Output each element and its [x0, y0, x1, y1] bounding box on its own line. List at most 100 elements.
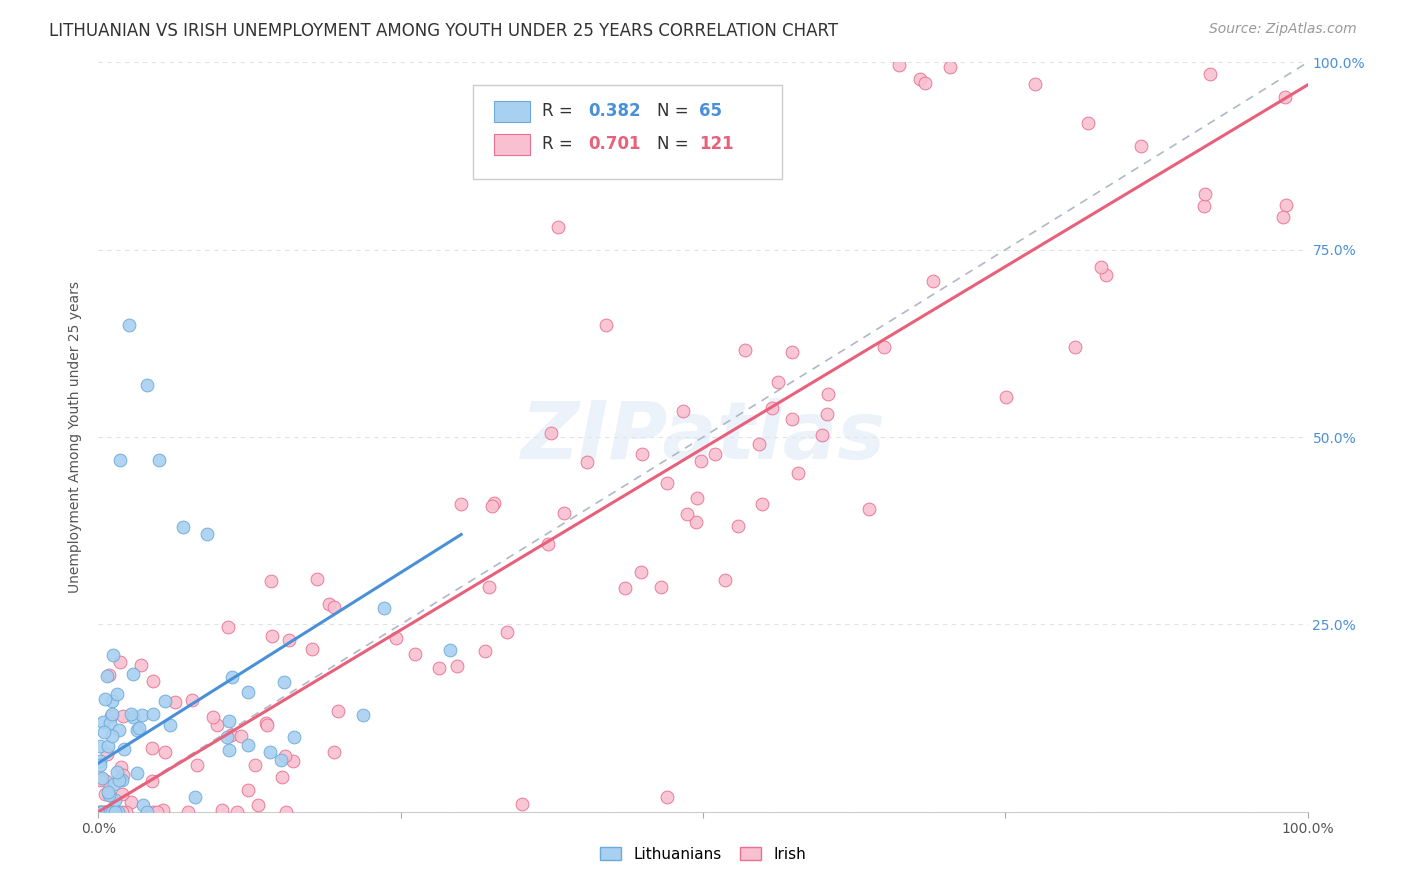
Point: [177, 805, 200, 819]
Point: [672, 403, 695, 417]
Point: [91, 771, 114, 785]
Point: [108, 773, 131, 788]
Point: [97, 785, 120, 799]
Point: [484, 496, 506, 510]
Point: [1130, 139, 1153, 153]
Point: [510, 797, 533, 812]
Point: [236, 739, 259, 753]
Point: [94, 805, 117, 819]
Point: [301, 642, 323, 657]
Point: [273, 675, 295, 690]
Point: [111, 772, 134, 787]
Point: [97, 805, 120, 819]
Point: [474, 644, 496, 658]
Point: [98, 788, 121, 802]
FancyBboxPatch shape: [494, 101, 530, 121]
Point: [322, 600, 344, 615]
Point: [93, 725, 115, 739]
Point: [631, 447, 654, 461]
Point: [540, 425, 562, 440]
Point: [221, 670, 243, 684]
Point: [155, 745, 177, 759]
Point: [817, 386, 839, 401]
Point: [148, 452, 170, 467]
Point: [887, 58, 910, 72]
Point: [127, 723, 149, 737]
Point: [142, 673, 165, 688]
Point: [101, 805, 124, 819]
Point: [89, 772, 111, 786]
Point: [686, 491, 709, 506]
Point: [254, 715, 277, 730]
Point: [439, 642, 461, 657]
Point: [274, 805, 297, 819]
Point: [676, 508, 699, 522]
Point: [108, 805, 131, 819]
Point: [94, 692, 117, 706]
Point: [323, 745, 346, 759]
Point: [1272, 210, 1295, 224]
Point: [751, 497, 773, 511]
Point: [205, 717, 228, 731]
Point: [231, 729, 253, 743]
Point: [914, 76, 936, 90]
Point: [1275, 198, 1298, 212]
Point: [128, 721, 150, 735]
Point: [553, 506, 575, 520]
Point: [446, 659, 468, 673]
Point: [97, 739, 120, 753]
Point: [218, 743, 240, 757]
Point: [93, 715, 115, 730]
Point: [103, 776, 125, 790]
Point: [1194, 187, 1216, 202]
Point: [104, 793, 127, 807]
Point: [91, 805, 114, 819]
Point: [152, 803, 174, 817]
Point: [159, 718, 181, 732]
Point: [748, 437, 770, 451]
Point: [734, 343, 756, 357]
Text: ZIPatlas: ZIPatlas: [520, 398, 886, 476]
FancyBboxPatch shape: [474, 85, 782, 178]
Text: Source: ZipAtlas.com: Source: ZipAtlas.com: [1209, 22, 1357, 37]
Point: [122, 709, 145, 723]
Point: [112, 741, 135, 756]
Point: [184, 789, 207, 804]
Point: [120, 795, 142, 809]
Point: [129, 658, 152, 673]
Point: [107, 805, 129, 819]
Point: [110, 805, 132, 819]
Point: [305, 572, 328, 586]
Text: N =: N =: [657, 103, 695, 120]
Text: LITHUANIAN VS IRISH UNEMPLOYMENT AMONG YOUTH UNDER 25 YEARS CORRELATION CHART: LITHUANIAN VS IRISH UNEMPLOYMENT AMONG Y…: [49, 22, 838, 40]
Point: [110, 760, 132, 774]
Point: [761, 401, 783, 416]
Point: [939, 60, 962, 74]
Point: [595, 318, 617, 332]
Text: 0.701: 0.701: [588, 135, 641, 153]
Point: [780, 412, 803, 426]
Point: [108, 452, 131, 467]
Point: [427, 661, 450, 675]
Text: 121: 121: [699, 135, 734, 153]
Point: [278, 632, 301, 647]
Point: [787, 466, 810, 480]
Point: [450, 497, 472, 511]
Point: [655, 789, 678, 804]
Point: [118, 318, 141, 332]
Point: [657, 475, 679, 490]
Point: [103, 805, 125, 819]
Point: [97, 668, 120, 682]
Point: [100, 694, 122, 708]
Point: [326, 704, 349, 718]
Point: [105, 687, 128, 701]
Point: [101, 648, 124, 662]
Point: [810, 428, 832, 442]
Point: [97, 805, 120, 819]
Point: [690, 453, 713, 467]
Point: [136, 805, 159, 819]
Point: [274, 748, 297, 763]
Point: [481, 499, 503, 513]
Point: [373, 601, 395, 615]
Point: [236, 782, 259, 797]
